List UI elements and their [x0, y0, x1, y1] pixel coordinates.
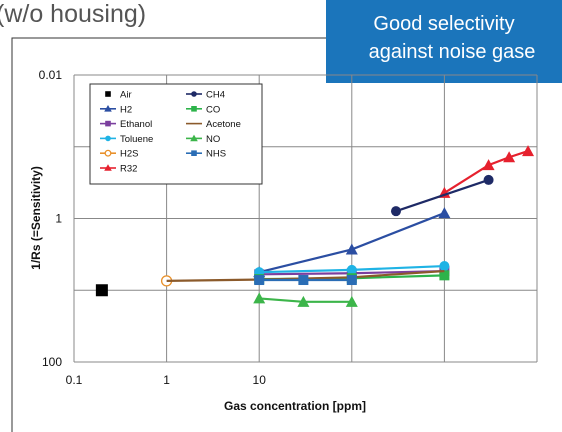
- marker: [191, 150, 197, 156]
- legend-label: Acetone: [206, 119, 241, 130]
- marker: [104, 149, 112, 157]
- marker: [483, 174, 494, 185]
- legend-item: H2S: [100, 149, 138, 160]
- legend-label: Toluene: [120, 134, 153, 145]
- marker: [522, 145, 535, 157]
- marker: [191, 106, 197, 112]
- legend-label: H2: [120, 104, 132, 115]
- marker: [190, 134, 198, 142]
- marker: [191, 91, 197, 97]
- legend-label: NO: [206, 134, 220, 145]
- marker: [345, 295, 358, 307]
- marker: [104, 164, 112, 171]
- annotation: against noise gase: [369, 41, 536, 63]
- y-tick-label: 1: [55, 212, 62, 226]
- frame: [11, 37, 326, 432]
- y-tick-label: 100: [42, 355, 62, 369]
- legend-label: NHS: [206, 149, 226, 160]
- legend-item: H2: [100, 104, 132, 115]
- marker: [105, 120, 111, 127]
- legend-item: CO: [186, 104, 220, 115]
- x-axis-label: Gas concentration [ppm]: [224, 399, 366, 413]
- legend-item: Acetone: [186, 119, 241, 130]
- marker: [104, 105, 112, 112]
- marker: [390, 206, 401, 217]
- legend-item: NO: [186, 134, 220, 145]
- series-line: [443, 150, 529, 194]
- marker: [346, 275, 357, 286]
- marker: [482, 159, 495, 171]
- marker: [298, 275, 309, 286]
- marker: [105, 135, 111, 142]
- legend-item: R32: [100, 164, 137, 175]
- legend-label: Air: [120, 90, 132, 101]
- legend-item: CH4: [186, 90, 225, 101]
- annotation-box: [326, 0, 562, 83]
- legend-label: CH4: [206, 90, 225, 101]
- legend-label: CO: [206, 104, 220, 115]
- marker: [439, 261, 450, 272]
- marker: [254, 275, 265, 286]
- x-tick-label: 0.1: [66, 373, 83, 387]
- legend-item: Toluene: [100, 134, 153, 145]
- marker: [439, 270, 450, 281]
- y-axis-label: 1/Rs (=Sensitivity): [29, 166, 43, 270]
- legend-box: [89, 83, 263, 185]
- marker: [345, 243, 358, 255]
- series-line: [395, 178, 489, 213]
- annotation: Good selectivity: [373, 13, 514, 35]
- legend-label: R32: [120, 164, 137, 175]
- x-tick-label: 1: [163, 373, 170, 387]
- x-tick-label: 10: [253, 373, 267, 387]
- marker: [503, 151, 516, 163]
- marker: [105, 91, 111, 97]
- legend-item: Ethanol: [100, 119, 152, 130]
- marker: [346, 264, 357, 275]
- legend-item: Air: [105, 90, 132, 101]
- marker: [95, 284, 108, 297]
- marker: [438, 207, 451, 219]
- marker: [297, 295, 310, 307]
- legend-label: H2S: [120, 149, 138, 160]
- y-tick-label: 0.01: [39, 68, 63, 82]
- subtitle: (w/o housing): [0, 0, 146, 28]
- legend-label: Ethanol: [120, 119, 152, 130]
- marker: [253, 292, 266, 304]
- legend-item: NHS: [186, 149, 226, 160]
